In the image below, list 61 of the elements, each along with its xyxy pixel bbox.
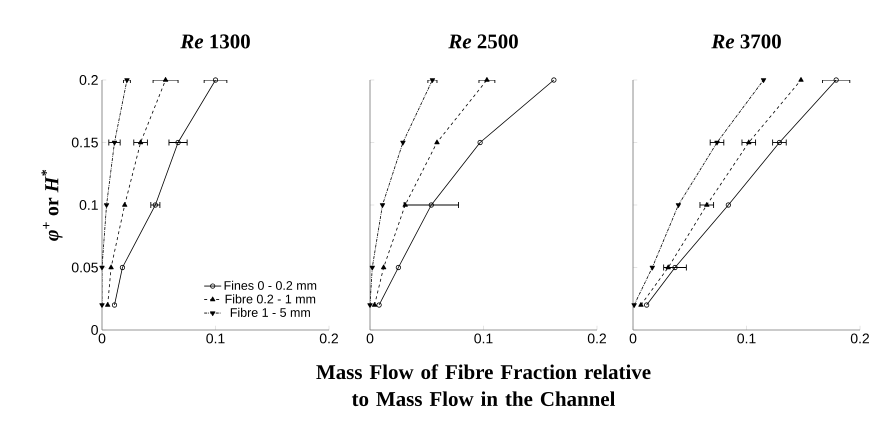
point <box>632 303 637 308</box>
point <box>704 202 710 207</box>
point <box>396 264 401 270</box>
point <box>370 266 375 270</box>
point <box>760 78 766 83</box>
y-tick-label: 0 <box>91 325 98 335</box>
point <box>638 302 644 307</box>
point <box>400 140 406 146</box>
x-tick-label: 0.1 <box>206 334 225 344</box>
point <box>672 264 678 270</box>
y-tick-label: 0.2 <box>80 75 98 85</box>
point <box>402 202 408 207</box>
point <box>776 140 782 146</box>
point <box>122 202 128 207</box>
y-tick-label: 0.1 <box>80 200 98 210</box>
point <box>650 266 655 270</box>
point <box>798 77 804 82</box>
point <box>99 303 105 308</box>
x-tick-label: 0.2 <box>320 334 338 344</box>
x-tick-label: 0.2 <box>850 334 870 344</box>
legend-label: Fines 0 - 0.2 mm <box>224 280 316 290</box>
point <box>726 202 731 208</box>
point <box>152 202 158 208</box>
chart-title: Re 1300 <box>180 34 250 48</box>
point <box>105 302 110 307</box>
x-tick-label: 0 <box>98 334 106 344</box>
point <box>104 203 110 208</box>
point <box>124 78 130 83</box>
y-axis-title: φ$^{+}$ or H$^{*}$ <box>42 170 62 241</box>
x-tick-label: 0 <box>366 334 374 344</box>
point <box>484 77 490 82</box>
point <box>434 140 440 144</box>
point <box>367 303 373 308</box>
chart-title: Re 3700 <box>711 34 781 48</box>
point <box>714 140 720 146</box>
point <box>99 266 105 270</box>
point <box>175 140 181 146</box>
legend-label: Fibre 0.2 - 1 mm <box>226 294 316 304</box>
point <box>478 140 483 146</box>
point <box>380 203 386 208</box>
x-tick-label: 0.1 <box>737 334 756 344</box>
x-axis-title: Mass Flow of Fibre Fraction relative to Mass Flow in the Channel <box>316 364 651 406</box>
point <box>430 78 436 83</box>
point <box>666 264 671 270</box>
y-tick-label: 0.15 <box>72 138 98 148</box>
point <box>162 77 168 82</box>
point <box>676 203 682 208</box>
point <box>120 264 126 270</box>
point <box>746 140 752 144</box>
x-tick-label: 0 <box>630 334 636 344</box>
point <box>428 202 434 208</box>
y-tick-label: 0.05 <box>72 262 98 272</box>
point <box>108 264 114 270</box>
chart-title: Re 2500 <box>448 34 518 48</box>
point <box>138 140 144 144</box>
legend-label: Fibre 1 - 5 mm <box>230 308 310 317</box>
x-tick-label: 0.2 <box>588 334 606 344</box>
point <box>380 264 386 270</box>
point <box>112 140 118 146</box>
point <box>372 302 378 307</box>
x-tick-label: 0.1 <box>474 334 493 344</box>
